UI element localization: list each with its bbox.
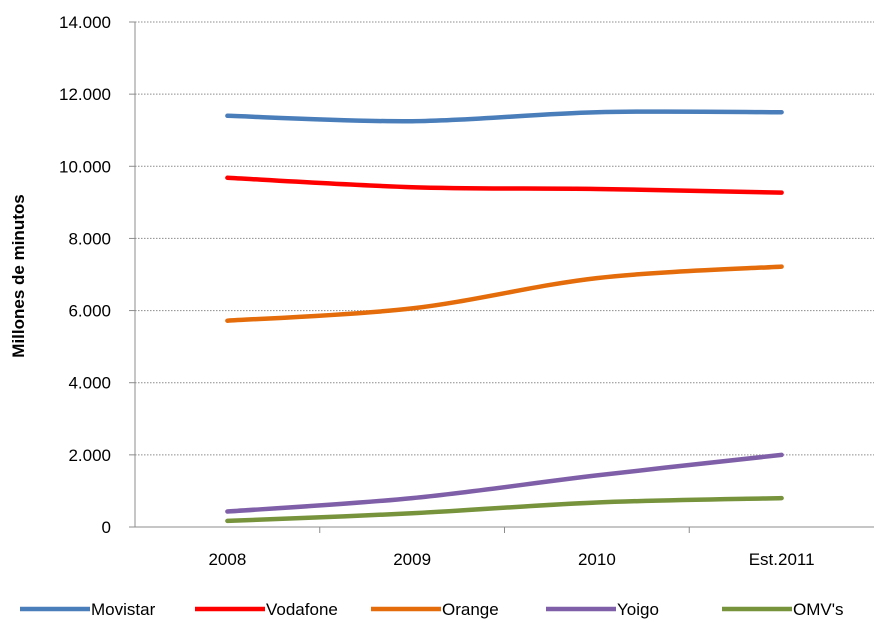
y-tick-label: 4.000 xyxy=(68,374,111,393)
x-axis-ticks: 2008 2009 2010 Est.2011 xyxy=(208,527,815,569)
y-tick-label: 10.000 xyxy=(59,157,111,176)
y-axis-ticks: 0 2.000 4.000 6.000 8.000 10.000 12.000 14.000 xyxy=(59,13,135,537)
legend: Movistar Vodafone Orange Yoigo OMV's xyxy=(20,600,843,619)
legend-label-yoigo: Yoigo xyxy=(617,600,659,619)
series-line-movistar xyxy=(225,109,784,124)
series-line-orange xyxy=(225,264,784,323)
series-line-omv-s xyxy=(225,495,784,524)
y-tick-label: 12.000 xyxy=(59,85,111,104)
legend-label-vodafone: Vodafone xyxy=(266,600,338,619)
y-axis-title: Millones de minutos xyxy=(9,194,28,357)
x-tick-label: Est.2011 xyxy=(749,550,815,569)
y-tick-label: 0 xyxy=(102,518,111,537)
x-tick-label: 2010 xyxy=(578,550,616,569)
y-tick-label: 6.000 xyxy=(68,302,111,321)
y-tick-label: 2.000 xyxy=(68,446,111,465)
y-tick-label: 14.000 xyxy=(59,13,111,32)
legend-label-omv-s: OMV's xyxy=(793,600,843,619)
series-lines xyxy=(225,109,784,524)
legend-label-movistar: Movistar xyxy=(91,600,156,619)
legend-label-orange: Orange xyxy=(442,600,499,619)
x-tick-label: 2008 xyxy=(208,550,246,569)
series-line-yoigo xyxy=(225,452,784,514)
gridlines xyxy=(135,21,874,456)
axes xyxy=(134,22,874,528)
x-tick-label: 2009 xyxy=(393,550,431,569)
y-tick-label: 8.000 xyxy=(68,229,111,248)
series-line-vodafone xyxy=(225,175,784,195)
